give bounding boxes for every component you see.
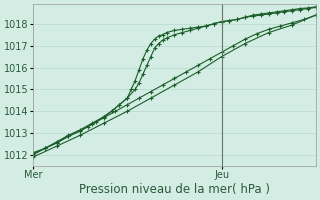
X-axis label: Pression niveau de la mer( hPa ): Pression niveau de la mer( hPa ) bbox=[79, 183, 270, 196]
